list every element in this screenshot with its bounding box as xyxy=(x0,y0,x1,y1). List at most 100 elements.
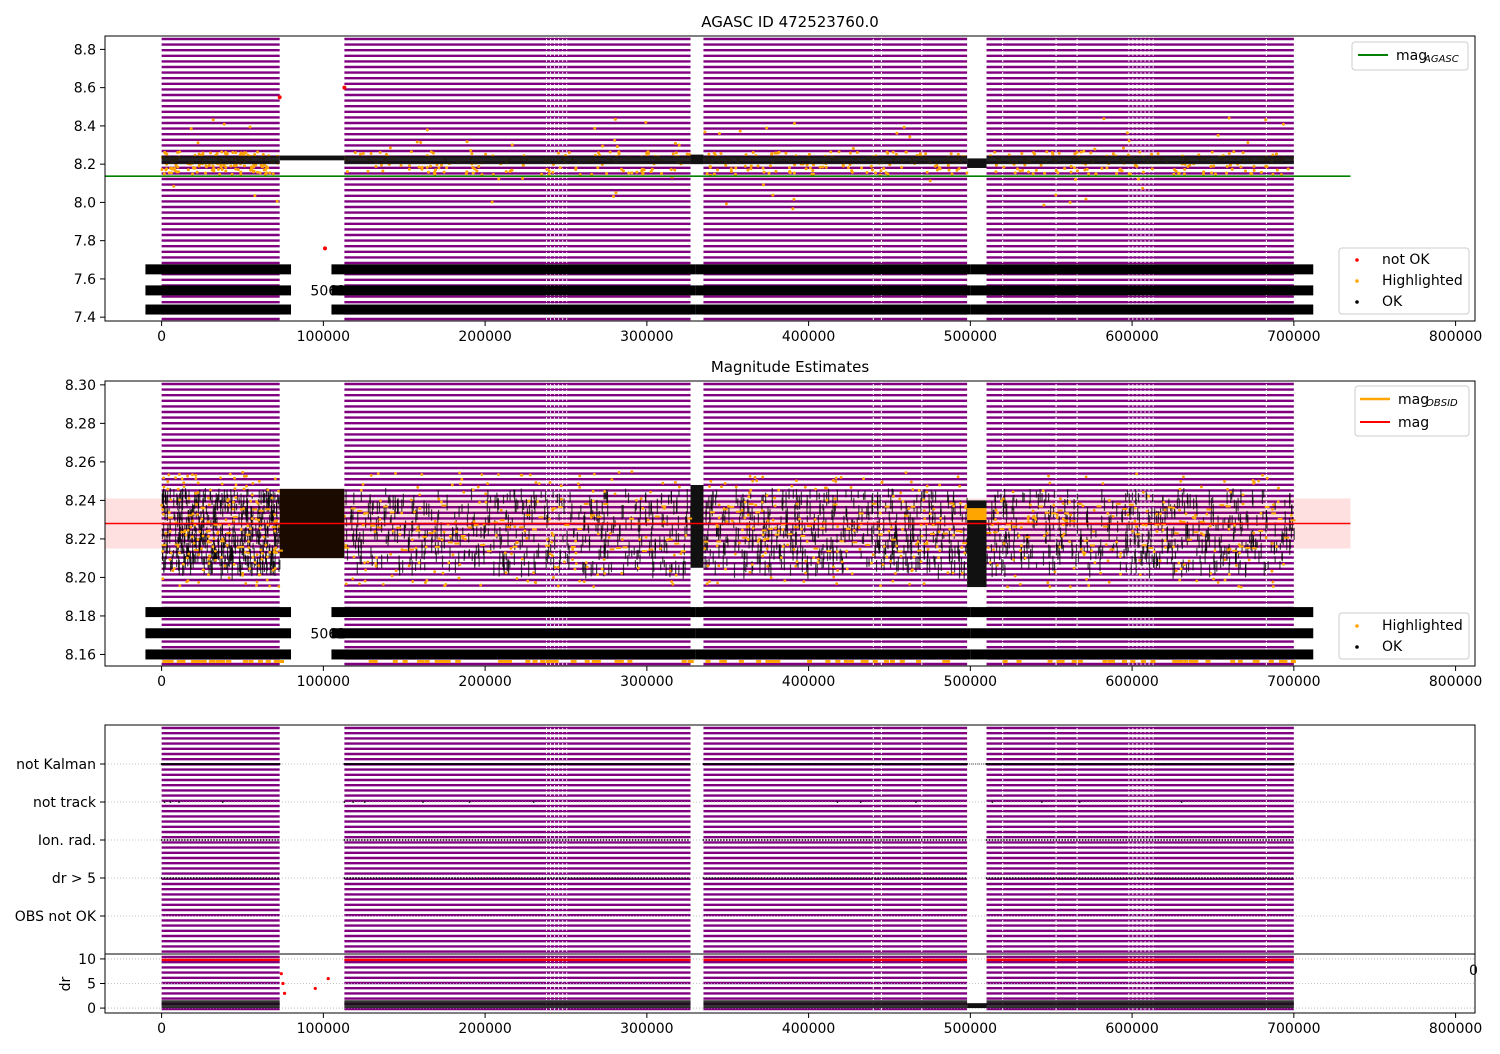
highlighted-point xyxy=(274,546,277,549)
highlighted-point xyxy=(551,171,554,174)
ok-point xyxy=(531,495,532,508)
ok-point xyxy=(1050,505,1051,517)
highlighted-point xyxy=(603,558,606,561)
highlighted-point xyxy=(744,165,747,168)
highlighted-point xyxy=(861,660,866,663)
ok-point xyxy=(1170,541,1171,548)
ok-point xyxy=(1166,527,1167,540)
highlighted-point xyxy=(1102,117,1105,120)
highlighted-point xyxy=(472,488,475,491)
ok-point xyxy=(758,554,759,563)
highlighted-point xyxy=(1264,165,1267,168)
text-row-block xyxy=(145,285,291,295)
highlighted-point xyxy=(1112,152,1115,155)
highlighted-point xyxy=(661,482,664,485)
ok-point xyxy=(1049,525,1050,541)
highlighted-point xyxy=(273,530,276,533)
highlighted-point xyxy=(249,125,252,128)
ok-point xyxy=(952,512,953,525)
highlighted-point xyxy=(638,538,641,541)
highlighted-point xyxy=(793,171,796,174)
ok-band xyxy=(344,156,690,164)
ok-point xyxy=(929,559,930,572)
highlighted-point xyxy=(1021,169,1024,172)
highlighted-point xyxy=(836,525,839,528)
highlighted-point xyxy=(1150,153,1153,156)
panel-magnitude-plot-area: 5062 xyxy=(105,381,1350,666)
highlighted-point xyxy=(903,126,906,129)
ok-point xyxy=(599,549,600,560)
ok-point xyxy=(763,526,764,538)
legend-highlighted-marker-2 xyxy=(1355,624,1359,628)
highlighted-point xyxy=(1065,519,1068,522)
ok-point xyxy=(581,544,582,552)
ok-point xyxy=(566,531,567,545)
ok-point xyxy=(1126,563,1127,572)
ok-point xyxy=(597,519,598,535)
ok-point xyxy=(170,488,171,499)
ok-point xyxy=(591,564,592,576)
ok-point xyxy=(669,531,670,540)
highlighted-point xyxy=(1093,148,1096,151)
highlighted-point xyxy=(772,519,775,522)
ok-point xyxy=(547,499,548,509)
highlighted-point xyxy=(1049,585,1052,588)
highlighted-point xyxy=(858,526,861,529)
highlighted-point xyxy=(232,508,235,511)
highlighted-point xyxy=(538,482,541,485)
highlighted-point xyxy=(201,152,204,155)
ok-point xyxy=(421,541,422,548)
ok-point xyxy=(908,563,909,573)
highlighted-point xyxy=(1089,151,1092,154)
highlighted-point xyxy=(879,512,882,515)
ok-point xyxy=(499,563,500,576)
y-tick-label: 8.6 xyxy=(74,81,96,97)
ok-point xyxy=(270,562,271,575)
highlighted-point xyxy=(1209,525,1212,528)
highlighted-point xyxy=(958,485,961,488)
highlighted-point xyxy=(1142,491,1145,494)
ok-point xyxy=(1044,499,1045,506)
highlighted-point xyxy=(231,151,234,154)
highlighted-point xyxy=(739,130,742,133)
highlighted-point xyxy=(926,491,929,494)
ok-point xyxy=(494,495,495,508)
highlighted-point xyxy=(592,585,595,588)
ok-point xyxy=(949,555,950,563)
ok-point xyxy=(1102,546,1103,556)
highlighted-point xyxy=(1175,170,1178,173)
ok-point xyxy=(464,554,465,561)
highlighted-point xyxy=(593,473,596,476)
highlighted-point xyxy=(1069,201,1072,204)
highlighted-point xyxy=(256,581,259,584)
ok-point xyxy=(370,513,371,520)
legend-not-ok-marker xyxy=(1355,258,1359,262)
ok-point xyxy=(1291,505,1292,515)
flag-point xyxy=(688,763,690,765)
ok-point xyxy=(478,548,479,557)
ok-point xyxy=(1247,544,1248,557)
ok-point xyxy=(1133,507,1134,515)
highlighted-point xyxy=(472,172,475,175)
highlighted-point xyxy=(713,173,716,176)
highlighted-point xyxy=(788,170,791,173)
highlighted-point xyxy=(731,519,734,522)
ok-point xyxy=(863,533,864,544)
ok-point xyxy=(370,494,371,504)
highlighted-point xyxy=(825,499,828,502)
highlighted-point xyxy=(987,546,990,549)
ok-point xyxy=(819,493,820,500)
ok-point xyxy=(1216,560,1217,571)
highlighted-point xyxy=(1059,497,1062,500)
ok-point xyxy=(1274,546,1275,553)
ok-point xyxy=(938,564,939,579)
highlighted-point xyxy=(192,660,197,663)
ok-point xyxy=(797,513,798,521)
highlighted-point xyxy=(618,152,621,155)
highlighted-point xyxy=(232,501,235,504)
highlighted-point xyxy=(458,563,461,566)
ok-point xyxy=(743,564,744,579)
highlighted-point xyxy=(1214,173,1217,176)
ok-point xyxy=(678,565,679,574)
ok-point xyxy=(361,552,362,565)
